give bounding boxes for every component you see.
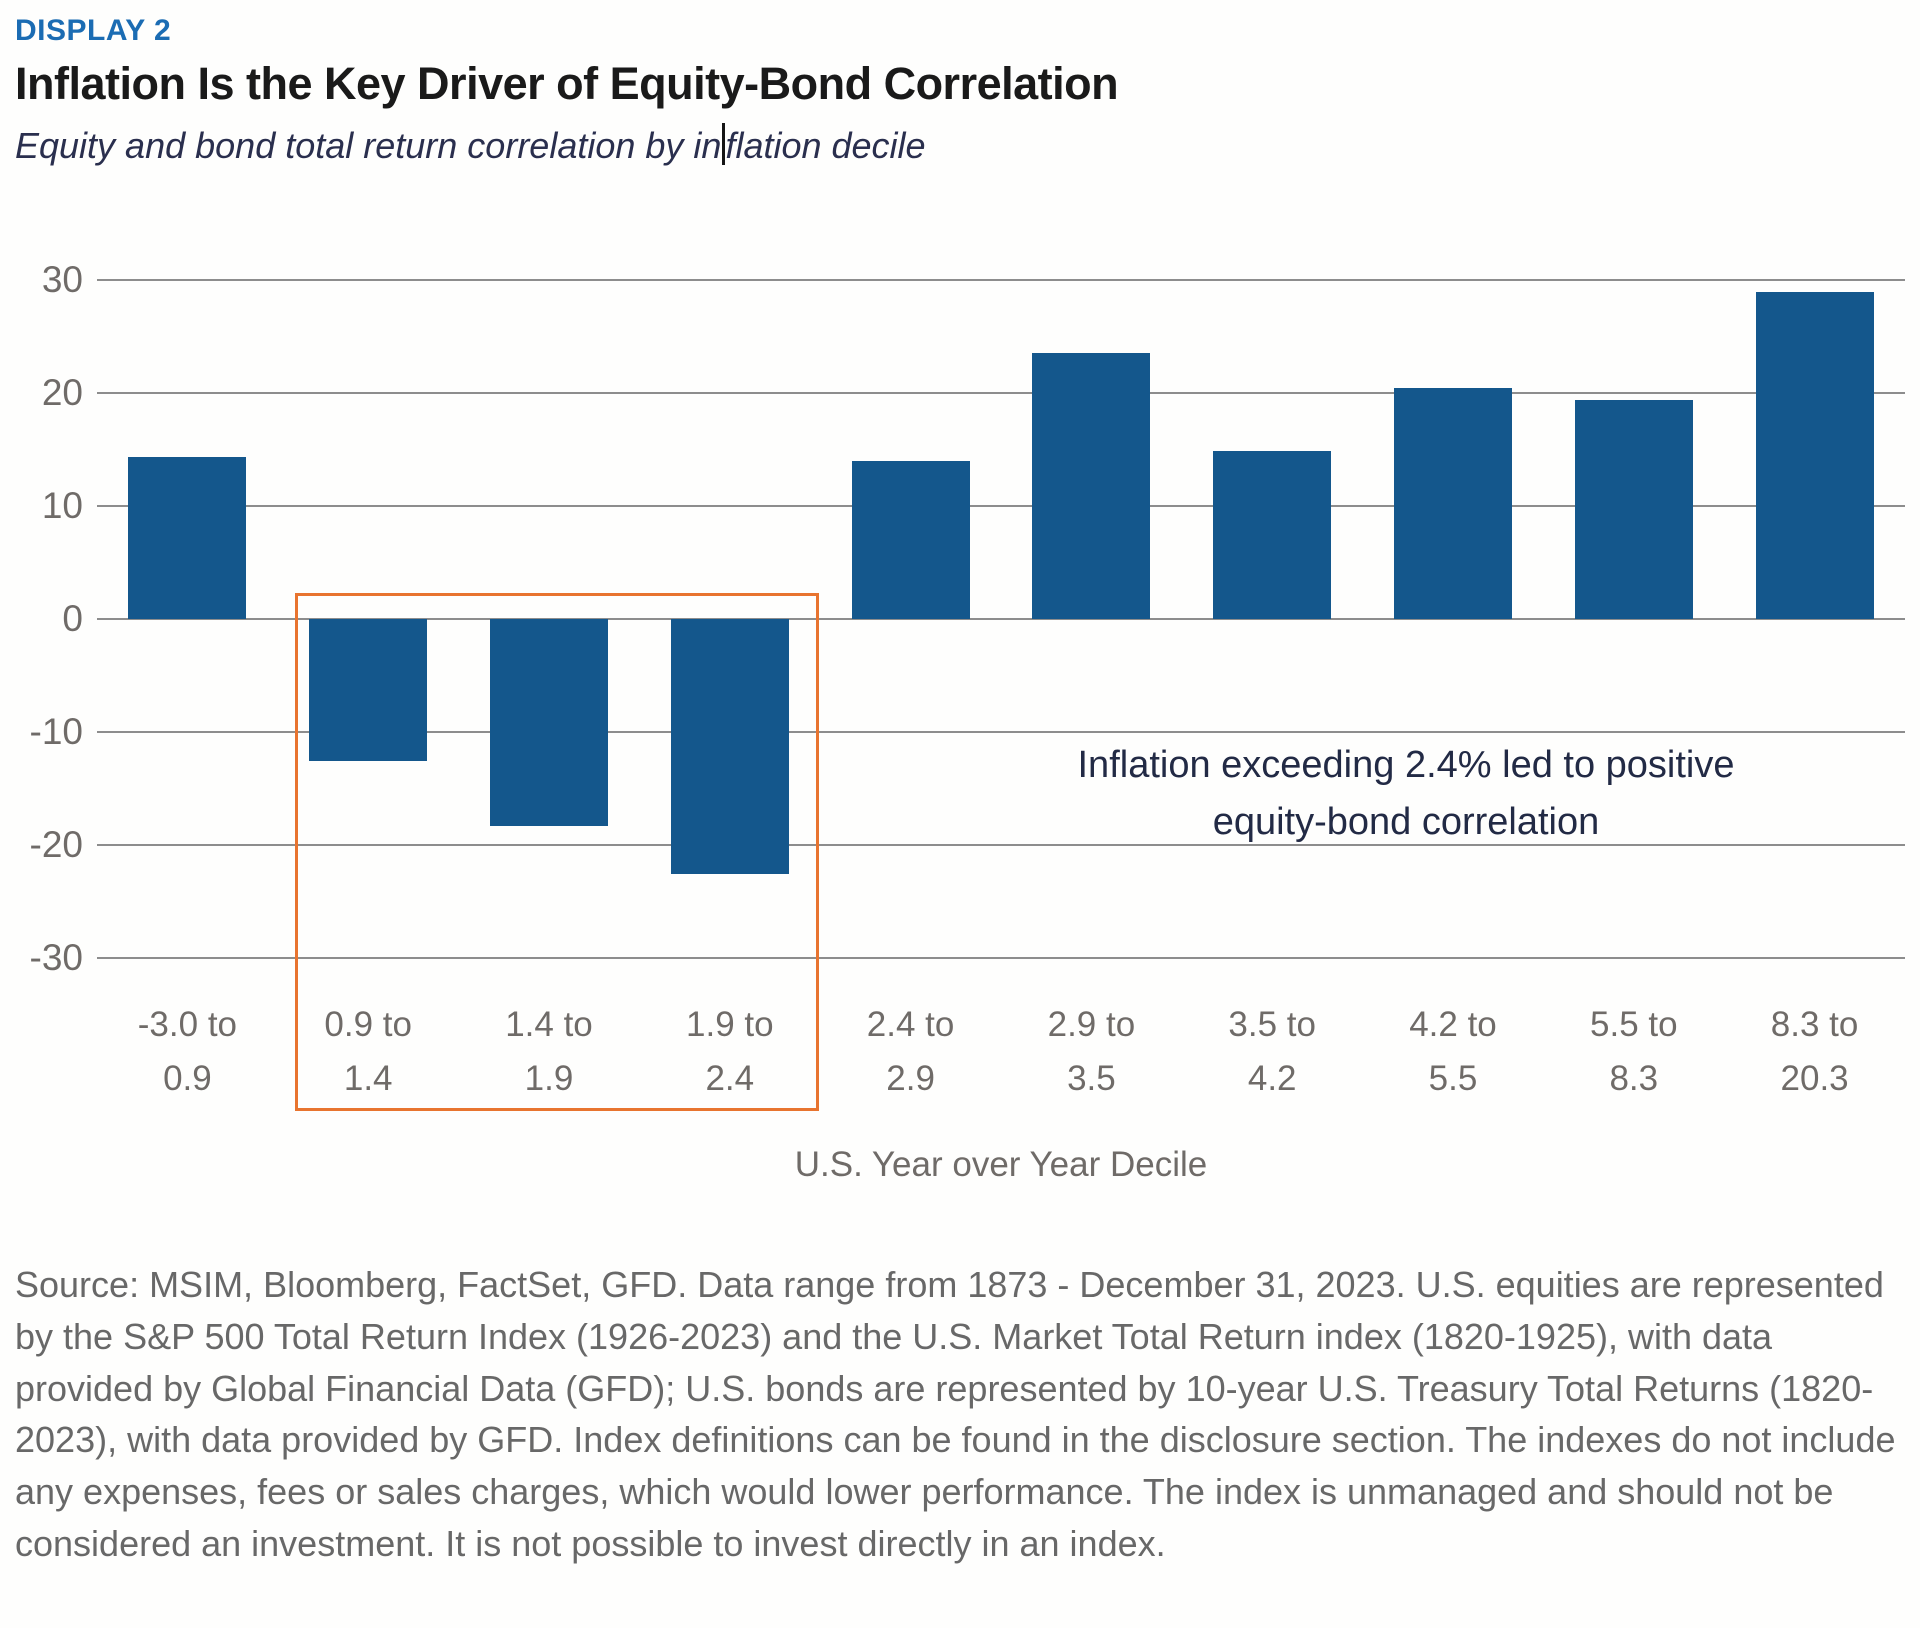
x-tick-label: 3.5 to 4.2: [1228, 1005, 1316, 1099]
x-tick-label: 1.4 to 1.9: [505, 1005, 593, 1099]
y-tick-label: -10: [29, 711, 83, 752]
x-tick-label: 1.9 to 2.4: [686, 1005, 774, 1099]
annotation-line-1: Inflation exceeding 2.4% led to positive: [1077, 744, 1735, 786]
chart-subtitle: Equity and bond total return correlation…: [15, 123, 1905, 167]
y-tick-label: 0: [62, 598, 83, 639]
x-axis-title: U.S. Year over Year Decile: [794, 1145, 1208, 1184]
x-tick-label: 5.5 to 8.3: [1590, 1005, 1678, 1099]
bar-0.9-to-1.4: [309, 619, 428, 762]
bar-3.5-to-4.2: [1213, 450, 1332, 619]
source-note: Source: MSIM, Bloomberg, FactSet, GFD. D…: [15, 1264, 1896, 1565]
y-tick-label: -20: [29, 824, 83, 865]
chart-title: Inflation Is the Key Driver of Equity-Bo…: [15, 58, 1119, 109]
annotation-line-2: equity-bond correlation: [1212, 801, 1600, 843]
chart-annotation: Inflation exceeding 2.4% led to positive…: [973, 737, 1839, 851]
bar--3.0-to-0.9: [128, 457, 247, 619]
x-tick-label: -3.0 to 0.9: [137, 1005, 238, 1099]
bar-8.3-to-20.3: [1755, 292, 1874, 619]
x-tick-label: 0.9 to 1.4: [324, 1005, 412, 1099]
bar-2.4-to-2.9: [851, 460, 970, 619]
bar-5.5-to-8.3: [1574, 399, 1693, 619]
gridline-y--20: [97, 844, 1905, 846]
y-tick-label: 20: [41, 372, 83, 413]
bar-1.4-to-1.9: [490, 619, 608, 826]
gridline-y-30: [97, 279, 1905, 281]
display-label: DISPLAY 2: [15, 14, 172, 47]
text-cursor-caret[interactable]: [722, 123, 726, 165]
gridline-y-10: [97, 505, 1905, 507]
gridline-y--10: [97, 731, 1905, 733]
subtitle-text-after-caret: flation decile: [725, 125, 926, 166]
y-tick-label: -30: [29, 937, 83, 978]
gridline-y-20: [97, 392, 1905, 394]
gridline-y--30: [97, 957, 1905, 959]
x-tick-label: 2.9 to 3.5: [1047, 1005, 1136, 1099]
x-tick-label: 2.4 to 2.9: [866, 1005, 955, 1099]
gridline-y-0: [97, 618, 1905, 620]
bar-4.2-to-5.5: [1394, 388, 1512, 619]
bar-2.9-to-3.5: [1032, 353, 1151, 619]
y-tick-label: 30: [41, 259, 83, 300]
x-tick-label: 8.3 to 20.3: [1770, 1005, 1859, 1099]
bar-1.9-to-2.4: [670, 619, 789, 875]
subtitle-text-before-caret: Equity and bond total return correlation…: [15, 125, 722, 166]
highlight-box: [294, 593, 820, 1111]
y-tick-label: 10: [41, 485, 83, 526]
chart: Inflation exceeding 2.4% led to positive…: [15, 203, 1905, 1213]
x-tick-label: 4.2 to 5.5: [1409, 1005, 1497, 1099]
